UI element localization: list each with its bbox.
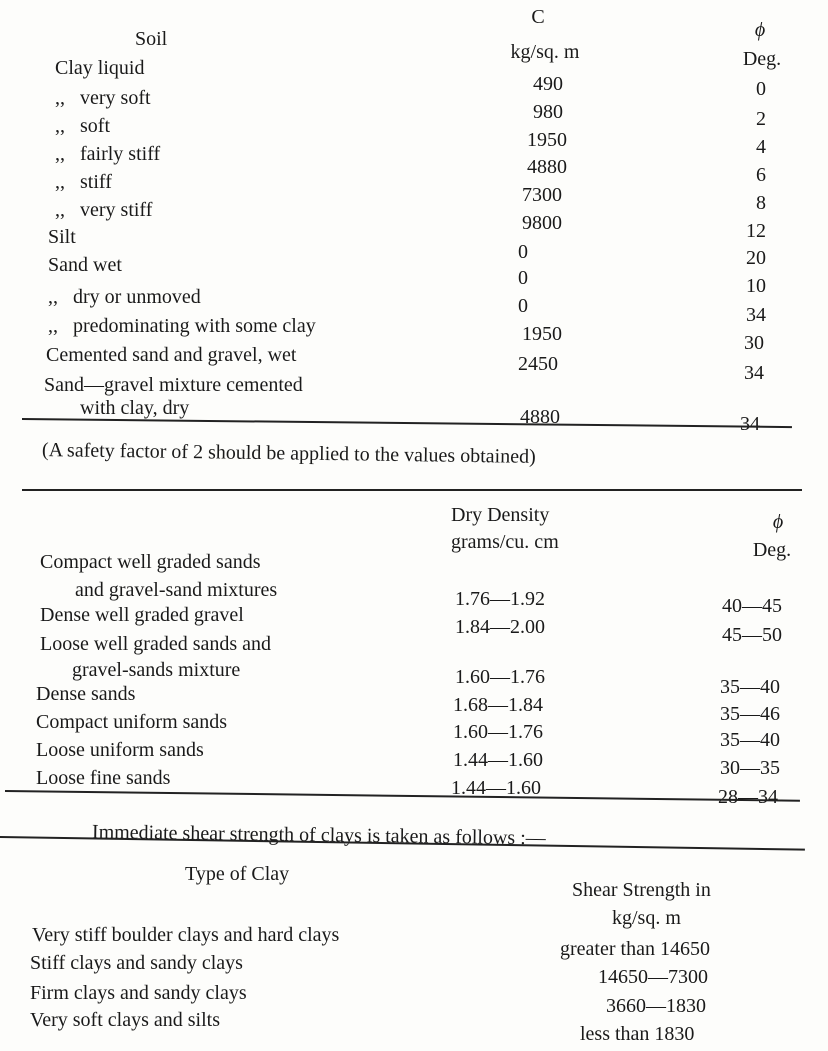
phi-value: 35—40 bbox=[720, 676, 780, 698]
clay-type: Firm clays and sandy clays bbox=[30, 982, 247, 1004]
phi-value: 34 bbox=[744, 362, 764, 384]
shear-strength-value: 3660—1830 bbox=[606, 995, 706, 1017]
cohesion-value: 0 bbox=[518, 295, 528, 317]
cohesion-value: 1950 bbox=[522, 323, 562, 345]
phi-value: 8 bbox=[756, 192, 766, 214]
phi-value: 34 bbox=[746, 304, 766, 326]
header-phi-symbol: ϕ bbox=[754, 19, 766, 41]
phi-value: 45—50 bbox=[722, 624, 782, 646]
soil-name: Loose fine sands bbox=[36, 767, 171, 789]
soil-name: Clay liquid bbox=[55, 57, 145, 79]
header-c-unit: kg/sq. m bbox=[510, 41, 580, 63]
phi-value: 30—35 bbox=[720, 757, 780, 779]
header-phi-symbol: ϕ bbox=[772, 511, 784, 533]
dry-density-value: 1.44—1.60 bbox=[453, 749, 543, 771]
clay-type: Stiff clays and sandy clays bbox=[30, 952, 243, 974]
divider bbox=[22, 489, 802, 491]
header-shear-unit: kg/sq. m bbox=[612, 907, 681, 929]
header-soil: Soil bbox=[135, 28, 168, 50]
phi-value: 4 bbox=[756, 136, 766, 158]
cohesion-value: 2450 bbox=[518, 353, 558, 375]
dry-density-value: 1.68—1.84 bbox=[453, 694, 543, 716]
soil-name: ,, stiff bbox=[55, 171, 112, 193]
shear-intro: Immediate shear strength of clays is tak… bbox=[91, 821, 546, 850]
header-phi-unit: Deg. bbox=[742, 48, 782, 70]
cohesion-value: 490 bbox=[533, 73, 563, 95]
soil-name-cont: and gravel-sand mixtures bbox=[75, 579, 278, 601]
divider bbox=[4, 790, 800, 802]
soil-name: Loose uniform sands bbox=[36, 739, 204, 761]
cohesion-value: 4880 bbox=[527, 156, 567, 178]
soil-name: ,, dry or unmoved bbox=[48, 286, 201, 308]
phi-value: 12 bbox=[746, 220, 766, 242]
dry-density-value: 1.76—1.92 bbox=[455, 588, 545, 610]
soil-name: Silt bbox=[48, 226, 76, 248]
dry-density-value: 1.60—1.76 bbox=[455, 666, 545, 688]
clay-type: Very soft clays and silts bbox=[30, 1009, 220, 1031]
phi-value: 34 bbox=[740, 413, 760, 435]
soil-name: Cemented sand and gravel, wet bbox=[46, 344, 297, 366]
dry-density-value: 1.44—1.60 bbox=[451, 777, 541, 799]
phi-value: 35—46 bbox=[720, 703, 780, 725]
soil-name: ,, soft bbox=[55, 115, 110, 137]
soil-name: ,, predominating with some clay bbox=[48, 315, 316, 337]
phi-value: 10 bbox=[746, 275, 766, 297]
divider bbox=[21, 418, 792, 429]
cohesion-value: 9800 bbox=[522, 212, 562, 234]
soil-name: Loose well graded sands and bbox=[40, 633, 272, 655]
header-phi-unit: Deg. bbox=[752, 539, 792, 561]
soil-name: ,, very stiff bbox=[55, 199, 153, 221]
soil-name: Dense sands bbox=[36, 683, 136, 705]
header-density-unit: grams/cu. cm bbox=[451, 531, 559, 553]
phi-value: 30 bbox=[744, 332, 764, 354]
shear-strength-value: greater than 14650 bbox=[560, 938, 710, 960]
soil-name: ,, fairly stiff bbox=[55, 143, 161, 165]
soil-name: Sand—gravel mixture cemented bbox=[44, 374, 303, 396]
header-dry-density: Dry Density bbox=[451, 504, 550, 526]
header-type-of-clay: Type of Clay bbox=[185, 863, 290, 885]
soil-name: ,, very soft bbox=[55, 87, 151, 109]
soil-name-cont: with clay, dry bbox=[80, 397, 190, 419]
soil-name: Compact uniform sands bbox=[36, 711, 228, 733]
shear-strength-value: less than 1830 bbox=[580, 1023, 695, 1045]
soil-name: Compact well graded sands bbox=[40, 551, 261, 573]
cohesion-value: 1950 bbox=[527, 129, 567, 151]
phi-value: 0 bbox=[756, 78, 766, 100]
clay-type: Very stiff boulder clays and hard clays bbox=[32, 924, 340, 946]
phi-value: 28—34 bbox=[718, 786, 778, 808]
shear-strength-value: 14650—7300 bbox=[598, 966, 708, 988]
soil-name: Dense well graded gravel bbox=[40, 604, 244, 626]
header-shear-strength: Shear Strength in bbox=[572, 879, 711, 901]
soil-name: Sand wet bbox=[48, 254, 122, 276]
cohesion-value: 980 bbox=[533, 101, 563, 123]
phi-value: 2 bbox=[756, 108, 766, 130]
cohesion-value: 0 bbox=[518, 241, 528, 263]
phi-value: 20 bbox=[746, 247, 766, 269]
cohesion-value: 7300 bbox=[522, 184, 562, 206]
safety-note: (A safety factor of 2 should be applied … bbox=[41, 439, 536, 468]
header-c-symbol: C bbox=[531, 6, 545, 28]
phi-value: 6 bbox=[756, 164, 766, 186]
cohesion-value: 0 bbox=[518, 267, 528, 289]
dry-density-value: 1.60—1.76 bbox=[453, 721, 543, 743]
soil-name-cont: gravel-sands mixture bbox=[72, 659, 241, 681]
phi-value: 35—40 bbox=[720, 729, 780, 751]
phi-value: 40—45 bbox=[722, 595, 782, 617]
dry-density-value: 1.84—2.00 bbox=[455, 616, 545, 638]
